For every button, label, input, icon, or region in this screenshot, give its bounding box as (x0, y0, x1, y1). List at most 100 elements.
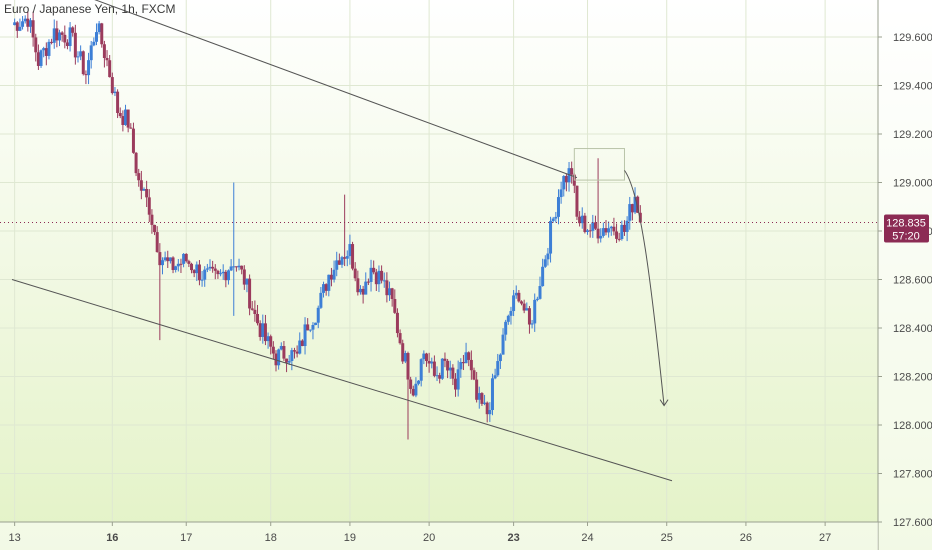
candle-up (47, 41, 51, 56)
last-price-value: 128.835 (886, 218, 926, 230)
candle-down (81, 51, 85, 75)
candle-down (150, 214, 154, 225)
candle-up (311, 325, 315, 330)
candle-up (18, 26, 22, 31)
candle-up (332, 269, 336, 280)
candle-up (414, 383, 418, 396)
price-axis[interactable]: 129.600129.400129.200129.000128.800128.6… (877, 0, 932, 550)
candle-up (430, 361, 434, 364)
candle-down (451, 367, 455, 379)
candle-up (440, 358, 444, 379)
candle-down (263, 323, 267, 342)
candle-down (213, 268, 217, 271)
candle-down (171, 257, 175, 270)
candle-up (607, 228, 611, 233)
price-tick-label: 128.600 (893, 275, 932, 287)
candle-up (229, 266, 233, 271)
candle-down (31, 20, 35, 38)
candle-up (403, 353, 407, 362)
candle-down (398, 333, 402, 344)
time-tick-label: 27 (819, 532, 831, 544)
candle-up (509, 311, 513, 316)
candle-down (105, 57, 109, 61)
candle-down (427, 360, 431, 364)
candle-up (335, 260, 339, 270)
candle-up (124, 109, 128, 125)
candle-down (443, 358, 447, 361)
candle-down (158, 252, 162, 266)
bar-countdown: 57:20 (892, 231, 920, 243)
price-tick-label: 129.600 (893, 32, 932, 44)
candle-up (287, 361, 291, 363)
candle-up (279, 346, 283, 350)
candle-up (477, 393, 481, 400)
candle-down (480, 393, 484, 404)
candle-down (139, 180, 143, 191)
projection-curve[interactable] (624, 170, 665, 406)
time-tick-label: 16 (106, 532, 118, 544)
candle-down (300, 340, 304, 347)
candle-down (253, 309, 257, 315)
candle-up (195, 264, 199, 274)
time-tick-label: 25 (661, 532, 673, 544)
drawings[interactable] (0, 0, 878, 482)
candle-down (324, 284, 328, 291)
candle-down (461, 362, 465, 364)
candle-up (28, 20, 32, 27)
price-tick-label: 128.400 (893, 323, 932, 335)
candle-down (242, 269, 246, 285)
chart-title: Euro / Japanese Yen, 1h, FXCM (4, 2, 175, 16)
candle-down (131, 128, 135, 153)
candle-down (44, 48, 48, 56)
candle-down (596, 228, 600, 239)
candle-down (102, 44, 106, 58)
candle-up (501, 334, 505, 355)
candle-down (116, 91, 120, 113)
candle-up (369, 267, 373, 282)
candle-up (543, 259, 547, 267)
time-axis[interactable]: 13 16 17 18 19 20 23 24 25 26 27 (0, 521, 878, 550)
candle-up (625, 220, 629, 232)
lower-trendline[interactable] (11, 279, 673, 482)
candle-down (337, 260, 341, 265)
candle-up (160, 260, 164, 266)
candle-down (588, 230, 592, 232)
candle-down (564, 176, 568, 183)
time-tick-label: 18 (265, 532, 277, 544)
last-price-tag: 128.835 57:20 (884, 214, 929, 243)
candle-up (417, 380, 421, 384)
candle-up (535, 298, 539, 300)
candle-down (612, 226, 616, 232)
candle-down (65, 42, 69, 47)
candle-up (591, 222, 595, 231)
candle-up (546, 253, 550, 260)
candle-up (52, 28, 56, 43)
candle-down (617, 238, 621, 240)
candle-down (469, 359, 473, 371)
candle-down (630, 204, 634, 213)
time-tick-label: 17 (180, 532, 192, 544)
candle-up (89, 45, 93, 61)
candle-down (36, 52, 40, 66)
candle-down (224, 271, 228, 281)
candle-up (530, 323, 534, 325)
candle-up (87, 60, 91, 76)
candle-up (182, 253, 186, 264)
candle-up (601, 228, 605, 236)
upper-trendline[interactable] (12, 0, 578, 179)
time-axis-bg (0, 522, 878, 550)
candle-down (615, 231, 619, 239)
candle-up (58, 32, 62, 41)
candle-down (153, 224, 157, 233)
candle-down (361, 288, 365, 295)
highlight-box[interactable] (573, 148, 625, 181)
time-tick-label: 23 (507, 532, 519, 544)
candle-down (145, 188, 149, 198)
candle-up (556, 197, 560, 217)
candle-down (282, 346, 286, 359)
candle-up (94, 32, 98, 42)
candle-down (432, 361, 436, 376)
candle-up (208, 266, 212, 269)
